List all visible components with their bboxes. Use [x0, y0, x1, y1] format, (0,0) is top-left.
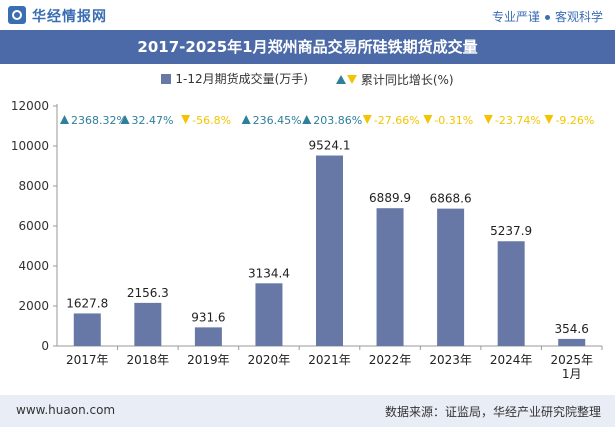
x-tick-label: 2024年 [490, 353, 533, 367]
growth-value-label: -9.26% [555, 114, 594, 127]
growth-down-marker [362, 115, 372, 124]
bar-value-label: 3134.4 [248, 266, 290, 280]
bar [134, 302, 162, 346]
chart-legend: 1-12月期货成交量(万手) 累计同比增长(%) [0, 70, 615, 90]
bar-swatch-icon [161, 73, 172, 84]
legend-item-growth: 累计同比增长(%) [335, 71, 454, 88]
x-tick-label: 2018年 [127, 353, 170, 367]
bar-chart: 0 2000 4000 6000 8000 10000 12000 1627.8 2017年 23… [11, 99, 603, 381]
top-bar: 华经情报网 专业严谨 客观科学 [0, 0, 615, 30]
bar [558, 338, 586, 346]
bar [73, 313, 101, 346]
title-bar: 2017-2025年1月郑州商品交易所硅铁期货成交量 [0, 30, 615, 64]
footer-url: www.huaon.com [16, 403, 116, 417]
bar-value-label: 354.6 [555, 322, 589, 336]
x-tick-label: 2023年 [429, 353, 472, 367]
x-tick-label: 1月 [562, 367, 582, 381]
y-tick-label: 10000 [11, 139, 49, 153]
bar-value-label: 931.6 [191, 310, 225, 324]
footer-source: 数据来源：证监局，华经产业研究院整理 [384, 405, 601, 419]
growth-value-label: -0.31% [434, 114, 473, 127]
growth-up-marker [241, 115, 251, 124]
bar-value-label: 9524.1 [309, 139, 351, 153]
y-tick-label: 6000 [18, 219, 49, 233]
tagline: 专业严谨 客观科学 [492, 8, 603, 25]
growth-up-marker [60, 115, 69, 124]
logo-icon [8, 6, 26, 24]
legend-label-volume: 1-12月期货成交量(万手) [175, 72, 308, 86]
growth-value-label: -23.74% [495, 114, 541, 127]
growth-value-label: 2368.32% [71, 114, 127, 127]
dot-icon [544, 15, 550, 20]
y-tick-label: 8000 [18, 179, 49, 193]
x-tick-label: 2019年 [187, 353, 230, 367]
growth-value-label: -27.66% [374, 114, 420, 127]
y-tick-label: 4000 [18, 259, 49, 273]
growth-down-marker [181, 115, 191, 124]
growth-down-marker [544, 115, 554, 124]
chart-title: 2017-2025年1月郑州商品交易所硅铁期货成交量 [137, 38, 478, 56]
y-tick-label: 0 [41, 339, 49, 353]
bar-value-label: 6868.6 [430, 192, 472, 206]
growth-value-label: 203.86% [313, 114, 362, 127]
bar [194, 327, 222, 346]
x-tick-label: 2022年 [369, 353, 412, 367]
y-tick-label: 2000 [18, 299, 49, 313]
tagline-right: 客观科学 [554, 10, 603, 24]
x-tick-label: 2021年 [308, 353, 351, 367]
growth-down-marker [423, 115, 433, 124]
growth-value-label: 236.45% [253, 114, 302, 127]
bar-value-label: 1627.8 [66, 296, 108, 310]
footer: www.huaon.com 数据来源：证监局，华经产业研究院整理 [0, 395, 615, 427]
legend-item-volume: 1-12月期货成交量(万手) [161, 70, 308, 87]
x-tick-label: 2025年 [550, 353, 593, 367]
x-tick-label: 2017年 [66, 353, 109, 367]
brand-name: 华经情报网 [32, 9, 107, 25]
bar [255, 283, 283, 346]
bar-value-label: 6889.9 [369, 191, 411, 205]
bar-value-label: 2156.3 [127, 286, 169, 300]
growth-value-label: -56.8% [192, 114, 231, 127]
bar [497, 241, 525, 346]
triangle-down-icon [346, 74, 357, 84]
growth-up-marker [302, 115, 312, 124]
bar [437, 208, 465, 346]
growth-up-marker [120, 115, 130, 124]
x-tick-label: 2020年 [248, 353, 291, 367]
growth-value-label: 32.47% [132, 114, 174, 127]
bar [376, 208, 404, 346]
tagline-left: 专业严谨 [491, 10, 540, 24]
triangle-up-icon [335, 74, 346, 84]
y-tick-label: 12000 [11, 99, 49, 113]
legend-label-growth: 累计同比增长(%) [360, 72, 454, 87]
bar [316, 155, 343, 346]
bar-value-label: 5237.9 [490, 224, 532, 238]
growth-down-marker [483, 115, 493, 124]
